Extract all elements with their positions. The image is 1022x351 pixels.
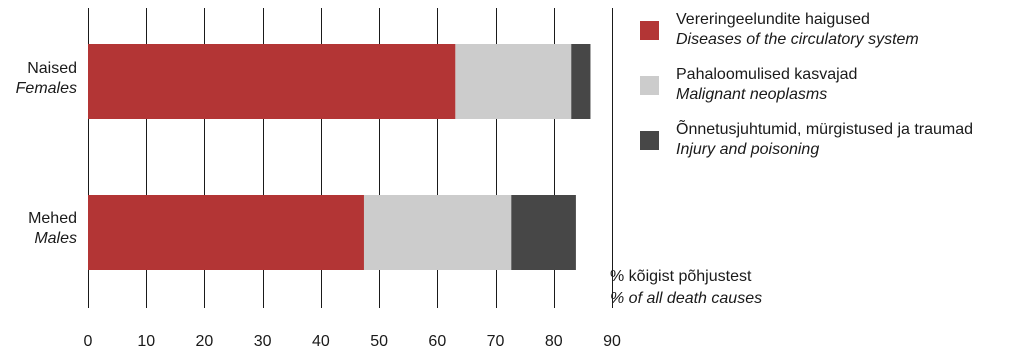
unit-note: % kõigist põhjustest % of all death caus…	[610, 266, 762, 310]
bar-segment	[511, 195, 576, 270]
x-tick-label: 30	[254, 333, 272, 350]
bars	[88, 44, 591, 270]
category-label-primary: Mehed	[28, 210, 77, 227]
bar-segment	[455, 44, 572, 119]
bar-segment	[363, 195, 512, 270]
legend-label-secondary: Malignant neoplasms	[676, 86, 828, 103]
unit-label: % kõigist põhjustest	[610, 268, 752, 285]
x-tick-label: 50	[370, 333, 388, 350]
category-label-secondary: Males	[34, 230, 77, 247]
legend-text: Vereringeelundite haigused Diseases of t…	[676, 10, 919, 50]
x-tick-label: 10	[137, 333, 155, 350]
legend-item-injury: Õnnetusjuhtumid, mürgistused ja traumad …	[640, 120, 1020, 164]
legend-label-secondary: Injury and poisoning	[676, 141, 820, 158]
x-tick-label: 60	[428, 333, 446, 350]
legend-swatch	[640, 21, 659, 40]
x-tick-label: 80	[545, 333, 563, 350]
x-tick-label: 20	[196, 333, 214, 350]
legend-swatch	[640, 76, 659, 95]
x-tick-label: 0	[84, 333, 93, 350]
unit-label-secondary: % of all death causes	[610, 290, 763, 307]
legend-label: Pahaloomulised kasvajad	[676, 66, 858, 83]
x-axis: 0 10 20 30 40 50 60 70 80 90	[84, 333, 621, 350]
category-label-primary: Naised	[27, 60, 77, 77]
x-tick-label: 40	[312, 333, 330, 350]
x-tick-label: 90	[603, 333, 621, 350]
legend-label: Õnnetusjuhtumid, mürgistused ja traumad	[676, 121, 974, 138]
legend-text: Õnnetusjuhtumid, mürgistused ja traumad …	[676, 120, 973, 160]
legend-label-secondary: Diseases of the circulatory system	[676, 31, 919, 48]
bar-segment	[88, 195, 364, 270]
bar-segment	[88, 44, 456, 119]
legend-item-circulatory: Vereringeelundite haigused Diseases of t…	[640, 10, 1020, 54]
legend-item-neoplasms: Pahaloomulised kasvajad Malignant neopla…	[640, 65, 1020, 109]
legend-text: Pahaloomulised kasvajad Malignant neopla…	[676, 65, 857, 105]
x-tick-label: 70	[487, 333, 505, 350]
category-label-females: Naised Females	[16, 59, 77, 99]
legend-swatch	[640, 131, 659, 150]
bar-segment	[571, 44, 591, 119]
category-label-males: Mehed Males	[28, 209, 77, 249]
category-label-secondary: Females	[15, 80, 77, 97]
legend-label: Vereringeelundite haigused	[676, 11, 870, 28]
